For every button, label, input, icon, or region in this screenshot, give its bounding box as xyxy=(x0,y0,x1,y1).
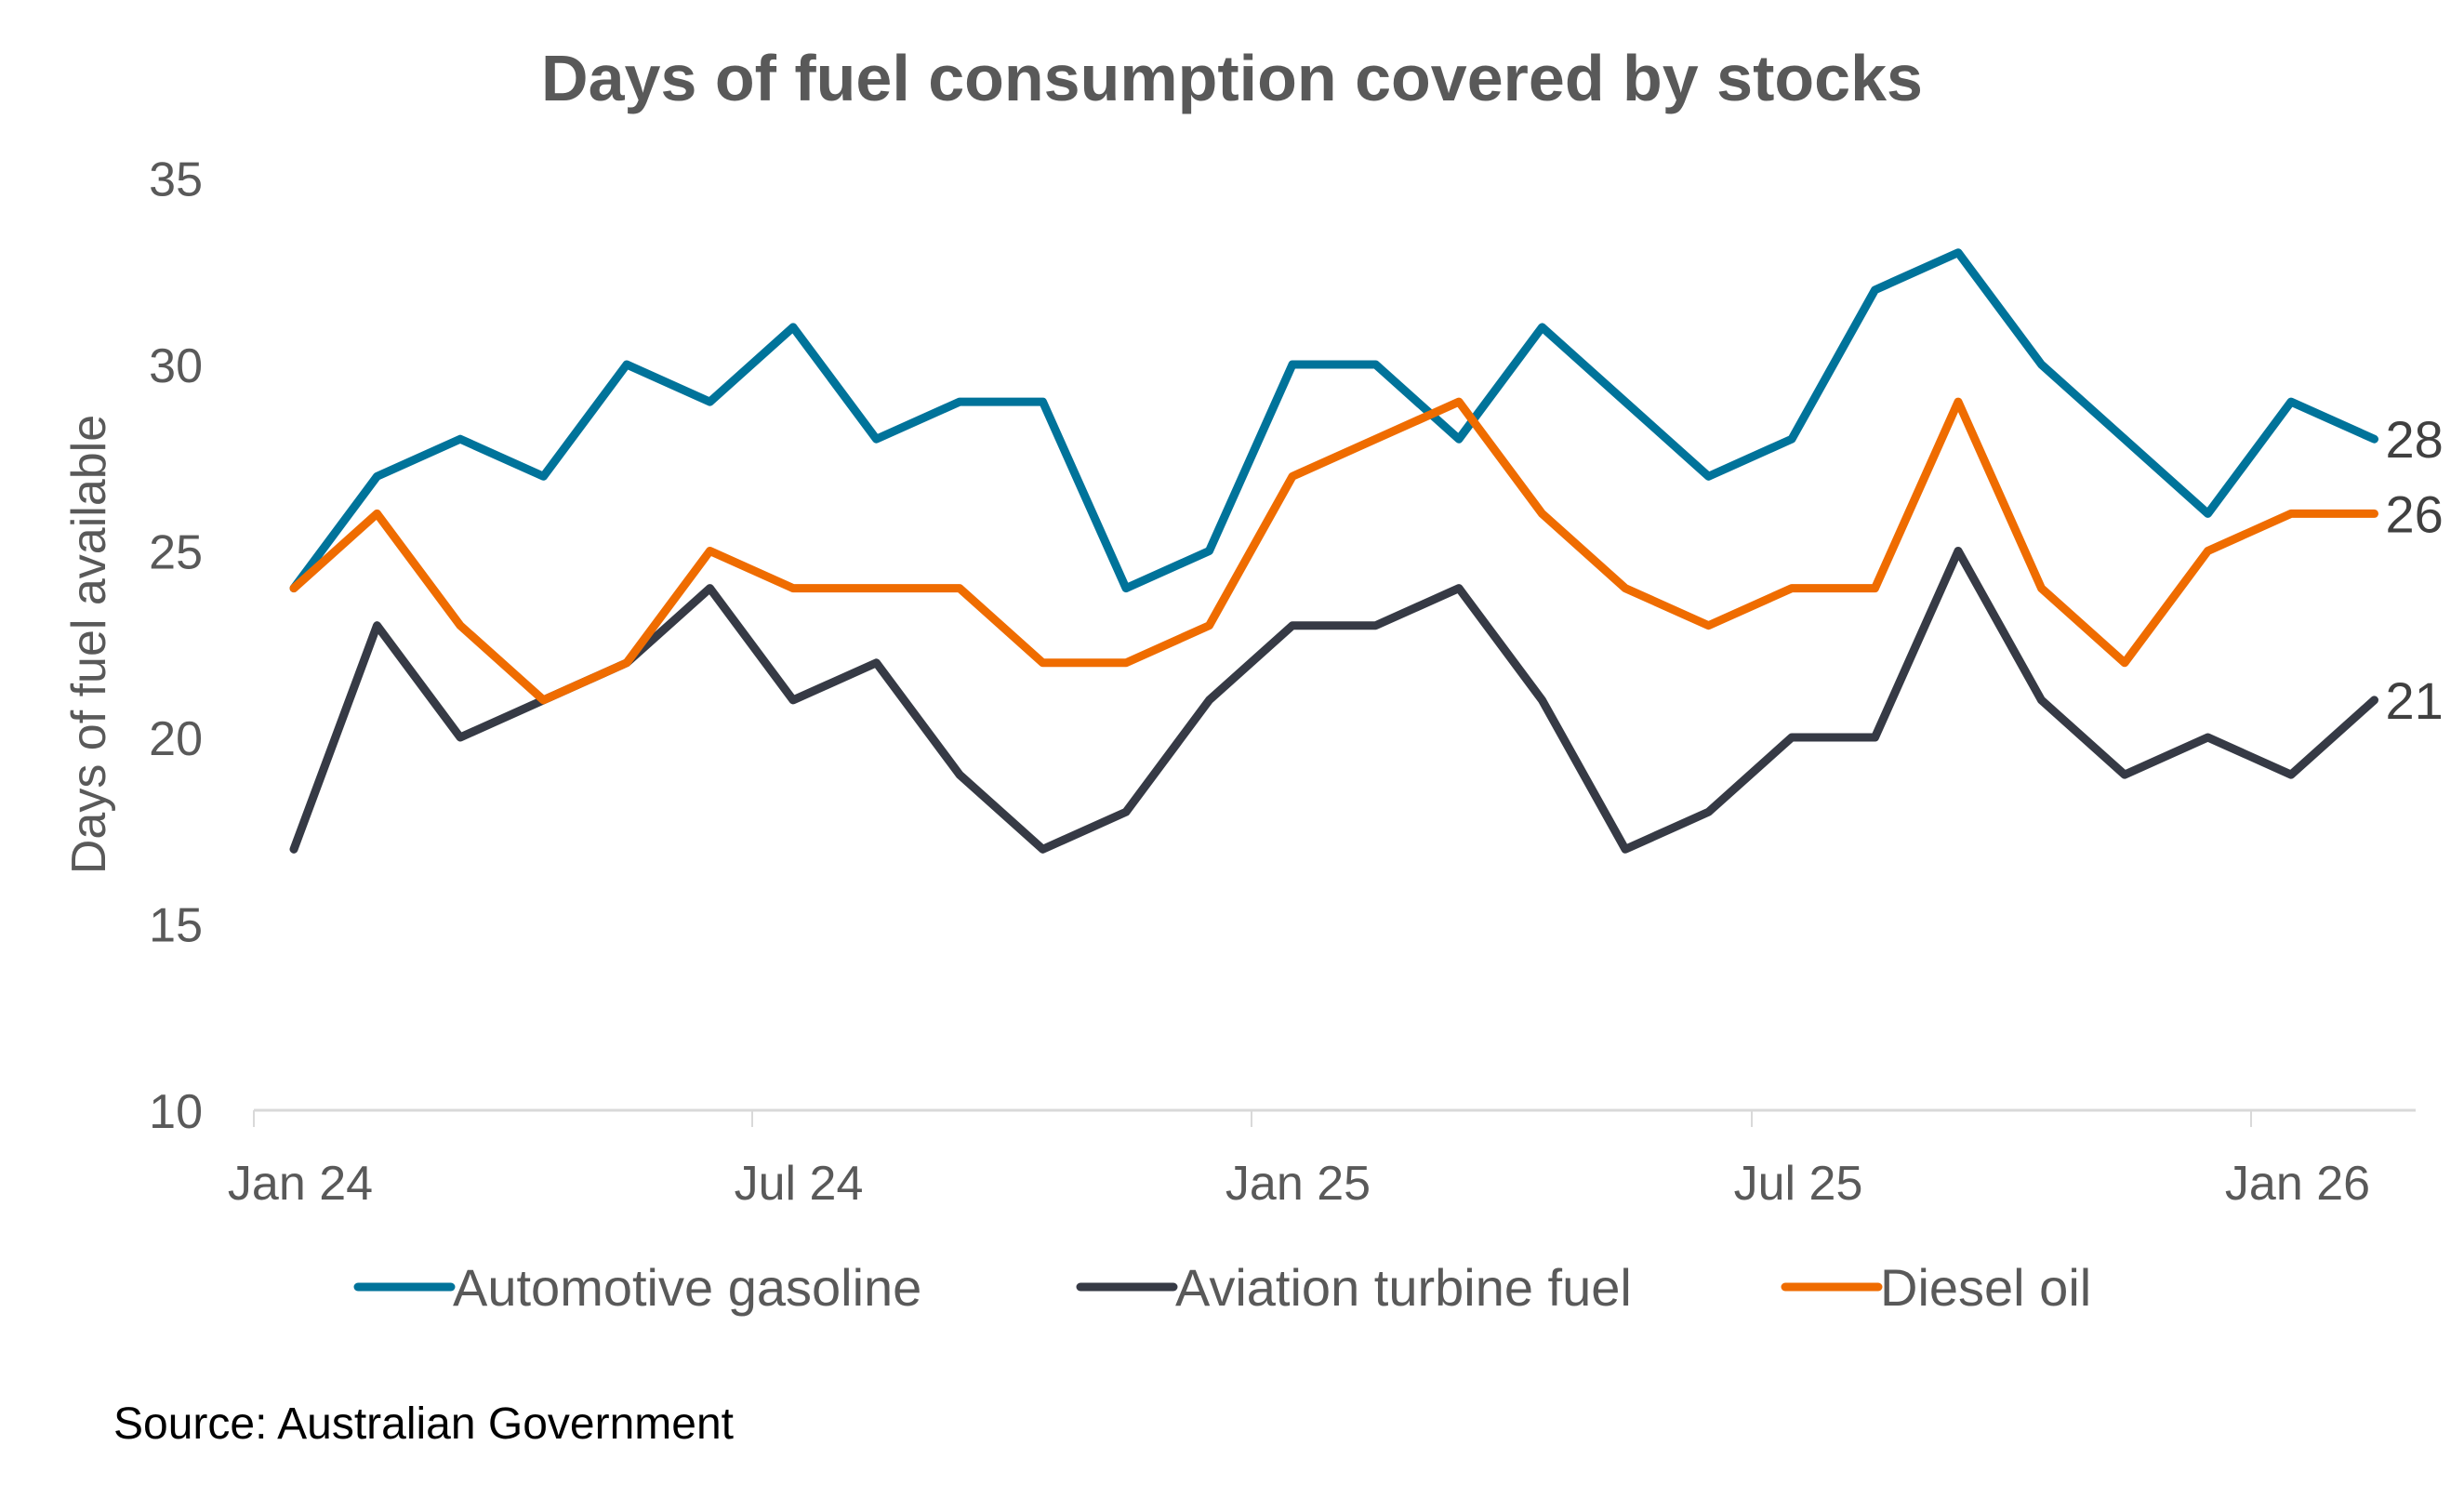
x-tick-label: Jan 24 xyxy=(228,1157,373,1211)
x-tick-label: Jan 25 xyxy=(1225,1157,1371,1211)
end-label: 21 xyxy=(2386,671,2444,730)
legend-label: Automotive gasoline xyxy=(453,1258,921,1317)
x-axis: Jan 24 Jul 24 Jan 25 Jul 25 Jan 26 xyxy=(228,1108,2416,1211)
series-line-aviation-turbine-fuel xyxy=(289,547,2378,854)
y-tick-label: 30 xyxy=(149,339,203,393)
legend-label: Aviation turbine fuel xyxy=(1175,1258,1632,1317)
y-tick-label: 35 xyxy=(149,153,203,207)
y-axis: 10 15 20 25 30 35 xyxy=(149,153,203,1140)
y-tick-label: 20 xyxy=(149,712,203,766)
legend-label: Diesel oil xyxy=(1880,1258,2091,1317)
x-tick-label: Jul 24 xyxy=(735,1157,864,1211)
series-line-diesel-oil xyxy=(289,397,2378,705)
y-axis-title: Days of fuel available xyxy=(62,415,116,874)
legend-item: Automotive gasoline xyxy=(353,1258,921,1317)
end-label: 28 xyxy=(2386,410,2444,469)
series-line-automotive-gasoline xyxy=(289,248,2378,593)
x-tick-label: Jan 26 xyxy=(2225,1157,2370,1211)
y-tick-label: 25 xyxy=(149,526,203,580)
end-labels: 28 21 26 xyxy=(2386,410,2444,730)
chart-title: Days of fuel consumption covered by stoc… xyxy=(541,42,1923,114)
legend-item: Diesel oil xyxy=(1781,1258,2091,1317)
x-tick-label: Jul 25 xyxy=(1734,1157,1863,1211)
y-tick-label: 10 xyxy=(149,1085,203,1139)
end-label: 26 xyxy=(2386,484,2444,543)
legend-item: Aviation turbine fuel xyxy=(1076,1258,1632,1317)
series-group xyxy=(289,248,2378,854)
source-note: Source: Australian Government xyxy=(113,1399,734,1449)
legend: Automotive gasoline Aviation turbine fuel… xyxy=(353,1258,2091,1317)
y-tick-label: 15 xyxy=(149,899,203,953)
